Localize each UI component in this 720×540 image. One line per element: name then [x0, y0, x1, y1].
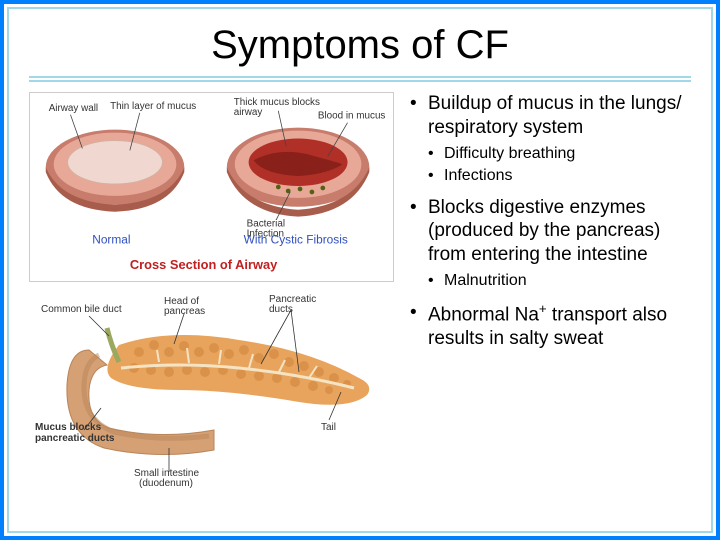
sub-difficulty-breathing: Difficulty breathing [428, 144, 691, 164]
bullet-2-text: Blocks digestive enzymes (produced by th… [428, 197, 660, 266]
figures-column: Airway wall Thin layer of mucus Thick mu… [29, 92, 394, 502]
sub-list-1: Difficulty breathing Infections [428, 144, 691, 186]
airway-svg: Airway wall Thin layer of mucus Thick mu… [30, 93, 393, 281]
content-row: Airway wall Thin layer of mucus Thick mu… [29, 92, 691, 502]
label-tail: Tail [321, 422, 336, 433]
pancreas-icon [107, 328, 369, 405]
label-normal: Normal [92, 232, 130, 246]
cf-airway-icon [227, 128, 369, 217]
bullet-3-sup: + [539, 301, 547, 316]
bullet-mucus-lungs: Buildup of mucus in the lungs/ respirato… [410, 92, 691, 186]
label-small-intestine: Small intestine(duodenum) [134, 468, 199, 489]
label-thin-mucus: Thin layer of mucus [110, 101, 196, 112]
airway-caption: Cross Section of Airway [130, 257, 278, 272]
pancreas-figure: Common bile duct Head ofpancreas Pancrea… [29, 290, 394, 490]
sub-list-2: Malnutrition [428, 271, 691, 291]
bullet-3-pre: Abnormal Na [428, 304, 539, 325]
bullet-1-text: Buildup of mucus in the lungs/ respirato… [428, 93, 682, 138]
title-divider [29, 76, 691, 82]
label-thick-mucus: Thick mucus blocks airway [234, 97, 323, 118]
airway-cross-section-figure: Airway wall Thin layer of mucus Thick mu… [29, 92, 394, 282]
label-bile-duct: Common bile duct [41, 304, 122, 315]
slide-title: Symptoms of CF [29, 23, 691, 68]
label-blood: Blood in mucus [318, 111, 386, 122]
sub-malnutrition: Malnutrition [428, 271, 691, 291]
bullets-column: Buildup of mucus in the lungs/ respirato… [406, 92, 691, 502]
label-head: Head ofpancreas [164, 296, 205, 317]
slide-inner: Symptoms of CF [7, 7, 713, 533]
normal-airway-icon [46, 130, 185, 212]
bullet-na-transport: Abnormal Na+ transport also results in s… [410, 301, 691, 351]
bullet-list: Buildup of mucus in the lungs/ respirato… [410, 92, 691, 351]
label-airway-wall: Airway wall [49, 103, 98, 114]
pancreas-svg: Common bile duct Head ofpancreas Pancrea… [29, 290, 394, 490]
sub-infections: Infections [428, 166, 691, 186]
slide-border: Symptoms of CF [0, 0, 720, 540]
label-with-cf: With Cystic Fibrosis [244, 232, 348, 246]
bullet-digestive-enzymes: Blocks digestive enzymes (produced by th… [410, 196, 691, 291]
label-pancreatic-duct: Pancreaticducts [269, 294, 316, 315]
